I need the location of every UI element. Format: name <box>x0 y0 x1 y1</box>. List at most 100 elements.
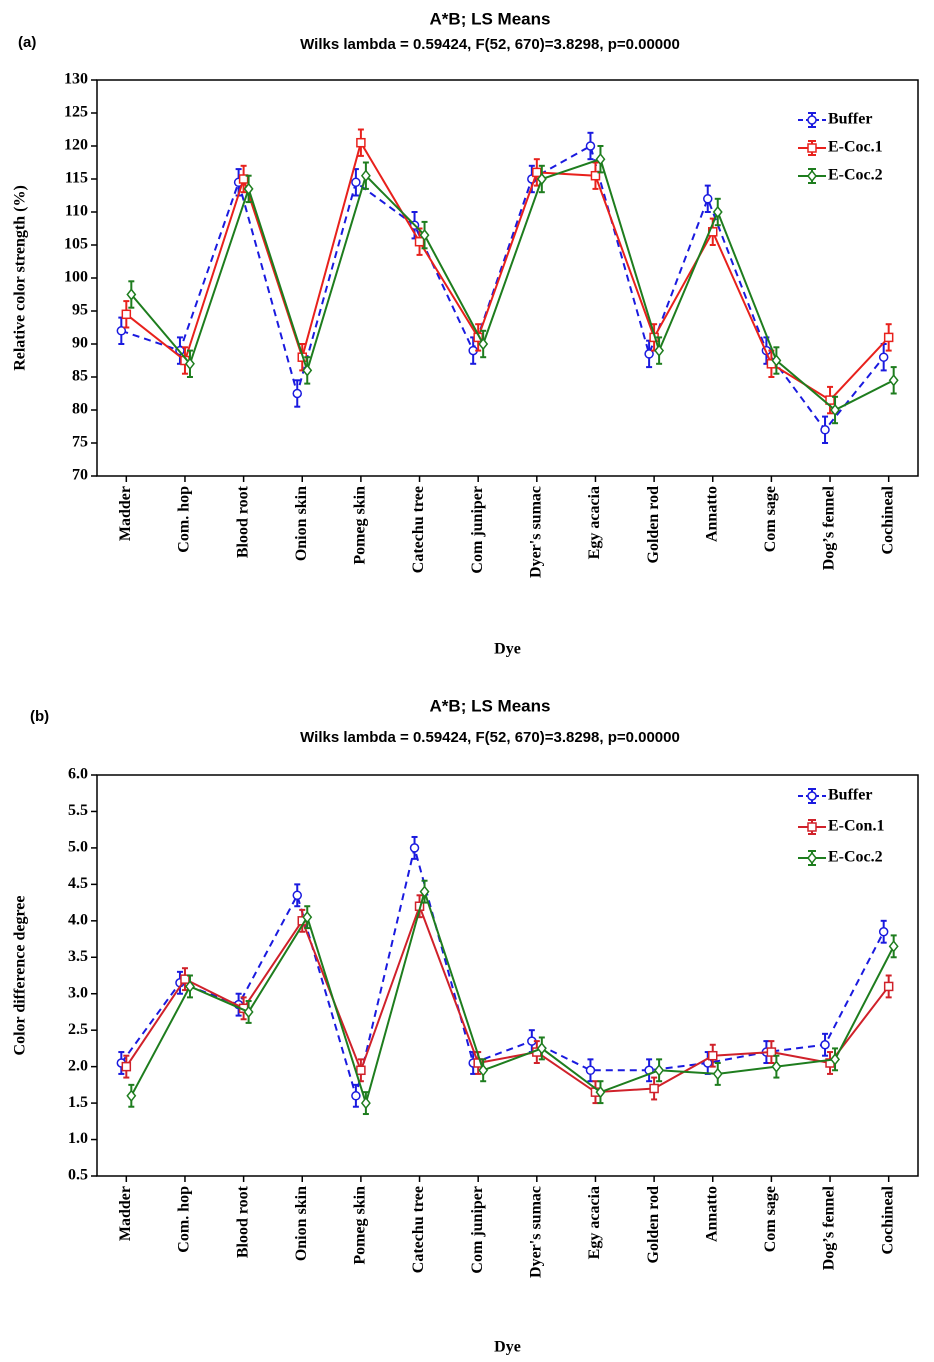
legend-label: E-Coc.1 <box>828 139 883 156</box>
panel-label: (b) <box>30 708 49 725</box>
y-tick-label: 4.5 <box>68 875 88 892</box>
x-tick-label: Blood root <box>234 1185 251 1258</box>
marker <box>807 143 817 153</box>
y-tick-label: 115 <box>65 170 88 187</box>
marker <box>771 1060 782 1073</box>
marker <box>478 1064 489 1077</box>
marker <box>595 152 606 166</box>
marker <box>356 1065 366 1076</box>
series-line <box>125 140 890 402</box>
marker <box>703 194 713 204</box>
y-tick-label: 1.0 <box>68 1130 88 1147</box>
y-tick-label: 0.5 <box>68 1167 88 1184</box>
x-tick-label: Dyer's sumac <box>527 1186 544 1278</box>
marker <box>585 1065 596 1076</box>
plot-frame <box>96 774 919 1177</box>
marker <box>121 1061 132 1072</box>
marker <box>360 169 371 182</box>
marker <box>807 791 817 801</box>
marker <box>644 349 654 359</box>
series-line <box>121 144 885 432</box>
marker <box>712 205 723 219</box>
marker <box>532 167 542 178</box>
y-tick-label: 105 <box>64 236 88 253</box>
marker <box>243 1005 254 1019</box>
legend-label: E-Coc.2 <box>828 849 883 866</box>
series-line <box>120 847 885 1100</box>
x-axis-label: Dye <box>494 641 521 658</box>
marker <box>292 890 302 901</box>
marker <box>243 182 254 196</box>
legend-label: E-Coc.2 <box>828 167 883 184</box>
y-tick-label: 5.0 <box>68 839 88 856</box>
series-line <box>130 888 895 1107</box>
marker <box>712 1067 723 1081</box>
marker <box>830 403 840 417</box>
x-tick-label: Egy acacia <box>586 1186 603 1259</box>
marker <box>409 843 420 853</box>
y-tick-label: 125 <box>64 104 88 121</box>
marker <box>883 981 894 992</box>
series-line <box>125 903 890 1094</box>
marker <box>116 326 127 336</box>
marker <box>414 236 425 247</box>
x-tick-label: Madder <box>117 486 134 541</box>
y-tick-label: 3.5 <box>68 948 88 965</box>
y-tick-label: 110 <box>65 203 88 220</box>
x-tick-label: Com sage <box>762 1186 779 1252</box>
y-tick-label: 6.0 <box>68 766 88 783</box>
x-tick-label: Com juniper <box>469 486 486 574</box>
marker <box>888 374 899 387</box>
marker <box>830 1053 840 1066</box>
marker <box>356 137 366 148</box>
y-tick-label: 120 <box>64 137 88 154</box>
x-tick-label: Dog’s fennel <box>821 1185 838 1270</box>
x-tick-label: Onion skin <box>293 1186 310 1261</box>
marker <box>771 354 782 367</box>
marker <box>302 364 313 377</box>
series <box>126 145 899 425</box>
x-tick-label: Catechu tree <box>410 1186 427 1273</box>
y-tick-label: 90 <box>72 335 88 352</box>
y-tick-label: 75 <box>72 434 88 451</box>
x-tick-label: Blood root <box>234 485 251 558</box>
marker <box>595 1085 606 1099</box>
y-tick-label: 85 <box>72 368 88 385</box>
y-tick-label: 80 <box>72 401 88 418</box>
x-axis-label: Dye <box>494 1339 521 1356</box>
marker <box>807 822 817 832</box>
x-tick-label: Pomeg skin <box>352 486 369 565</box>
marker <box>878 352 889 362</box>
marker <box>888 940 899 953</box>
series <box>121 894 894 1105</box>
x-tick-label: Golden rod <box>645 1186 662 1264</box>
x-tick-label: Com sage <box>762 486 779 552</box>
y-axis-label: Relative color strength (%) <box>12 185 29 371</box>
x-tick-label: Egy acacia <box>586 486 603 559</box>
marker <box>419 228 430 242</box>
marker <box>536 172 547 186</box>
x-tick-label: Cochineal <box>879 1185 896 1254</box>
marker <box>302 910 313 924</box>
x-tick-label: Annatto <box>703 1186 720 1242</box>
chart-title: A*B; LS Means <box>430 696 551 715</box>
marker <box>590 170 601 181</box>
panel-label: (a) <box>18 34 36 51</box>
x-tick-label: Com juniper <box>469 1186 486 1274</box>
legend-label: E-Con.1 <box>828 818 884 835</box>
marker <box>360 1096 371 1110</box>
marker <box>185 980 195 993</box>
marker <box>878 927 889 937</box>
series-line <box>130 157 895 412</box>
marker <box>585 141 596 151</box>
x-tick-label: Golden rod <box>645 486 662 564</box>
marker <box>126 288 137 301</box>
y-tick-label: 130 <box>64 71 88 88</box>
y-tick-label: 5.5 <box>68 802 88 819</box>
chart-subtitle: Wilks lambda = 0.59424, F(52, 670)=3.829… <box>300 729 680 746</box>
marker <box>820 1040 830 1050</box>
y-tick-label: 4.0 <box>68 911 88 928</box>
marker <box>185 357 195 371</box>
x-tick-label: Annatto <box>703 486 720 542</box>
marker <box>478 337 489 351</box>
